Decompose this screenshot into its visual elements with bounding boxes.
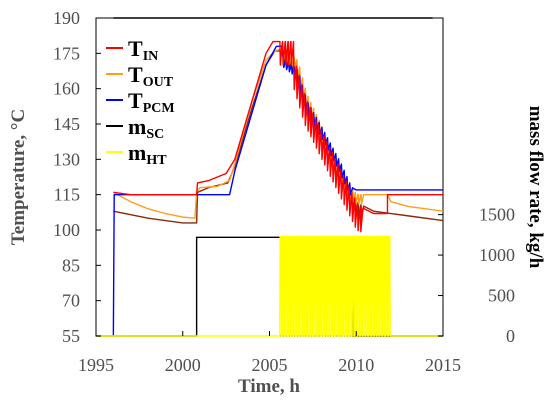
plot-frame (95, 17, 444, 337)
x-tick-label: 2015 (425, 355, 461, 375)
y-right-tick-label: 1500 (479, 205, 515, 225)
ticks-layer: 1995 2000 2005 2010 2015 55 70 85 100 115 130 145 16… (53, 8, 515, 375)
y-left-tick-label: 70 (62, 291, 80, 311)
x-tick-label: 2010 (338, 355, 374, 375)
y-axis-right-label: mass flow rate, kg/h (525, 106, 546, 269)
y-left-tick-label: 100 (53, 220, 80, 240)
x-tick-label: 2000 (165, 355, 201, 375)
y-right-tick-label: 500 (488, 286, 515, 306)
y-left-tick-label: 115 (54, 185, 80, 205)
y-right-tick-label: 1000 (479, 245, 515, 265)
y-right-tick-label: 0 (506, 326, 515, 346)
legend-label-t-out: TOUT (128, 62, 174, 90)
series-line-m-sc (96, 236, 443, 337)
series-line-m-ht (96, 235, 443, 337)
y-left-tick-label: 85 (62, 255, 80, 275)
legend-label-t-in: TIN (128, 36, 158, 64)
x-tick-label: 2005 (252, 355, 288, 375)
x-tick-label: 1995 (78, 355, 114, 375)
y-left-tick-label: 145 (53, 114, 80, 134)
y-axis-left-label: Temperature, °C (8, 109, 29, 245)
legend-label-m-ht: mHT (128, 140, 167, 168)
y-left-tick-label: 190 (53, 8, 80, 28)
series-layer (96, 17, 444, 337)
legend-label-t-pcm: TPCM (128, 88, 175, 116)
y-left-tick-label: 175 (53, 43, 80, 63)
y-left-tick-label: 130 (53, 149, 80, 169)
y-left-tick-label: 160 (53, 79, 80, 99)
x-axis-label: Time, h (238, 376, 300, 397)
legend-label-m-sc: mSC (128, 114, 164, 142)
series-line-t-in (113, 40, 443, 233)
y-left-tick-label: 55 (62, 326, 80, 346)
